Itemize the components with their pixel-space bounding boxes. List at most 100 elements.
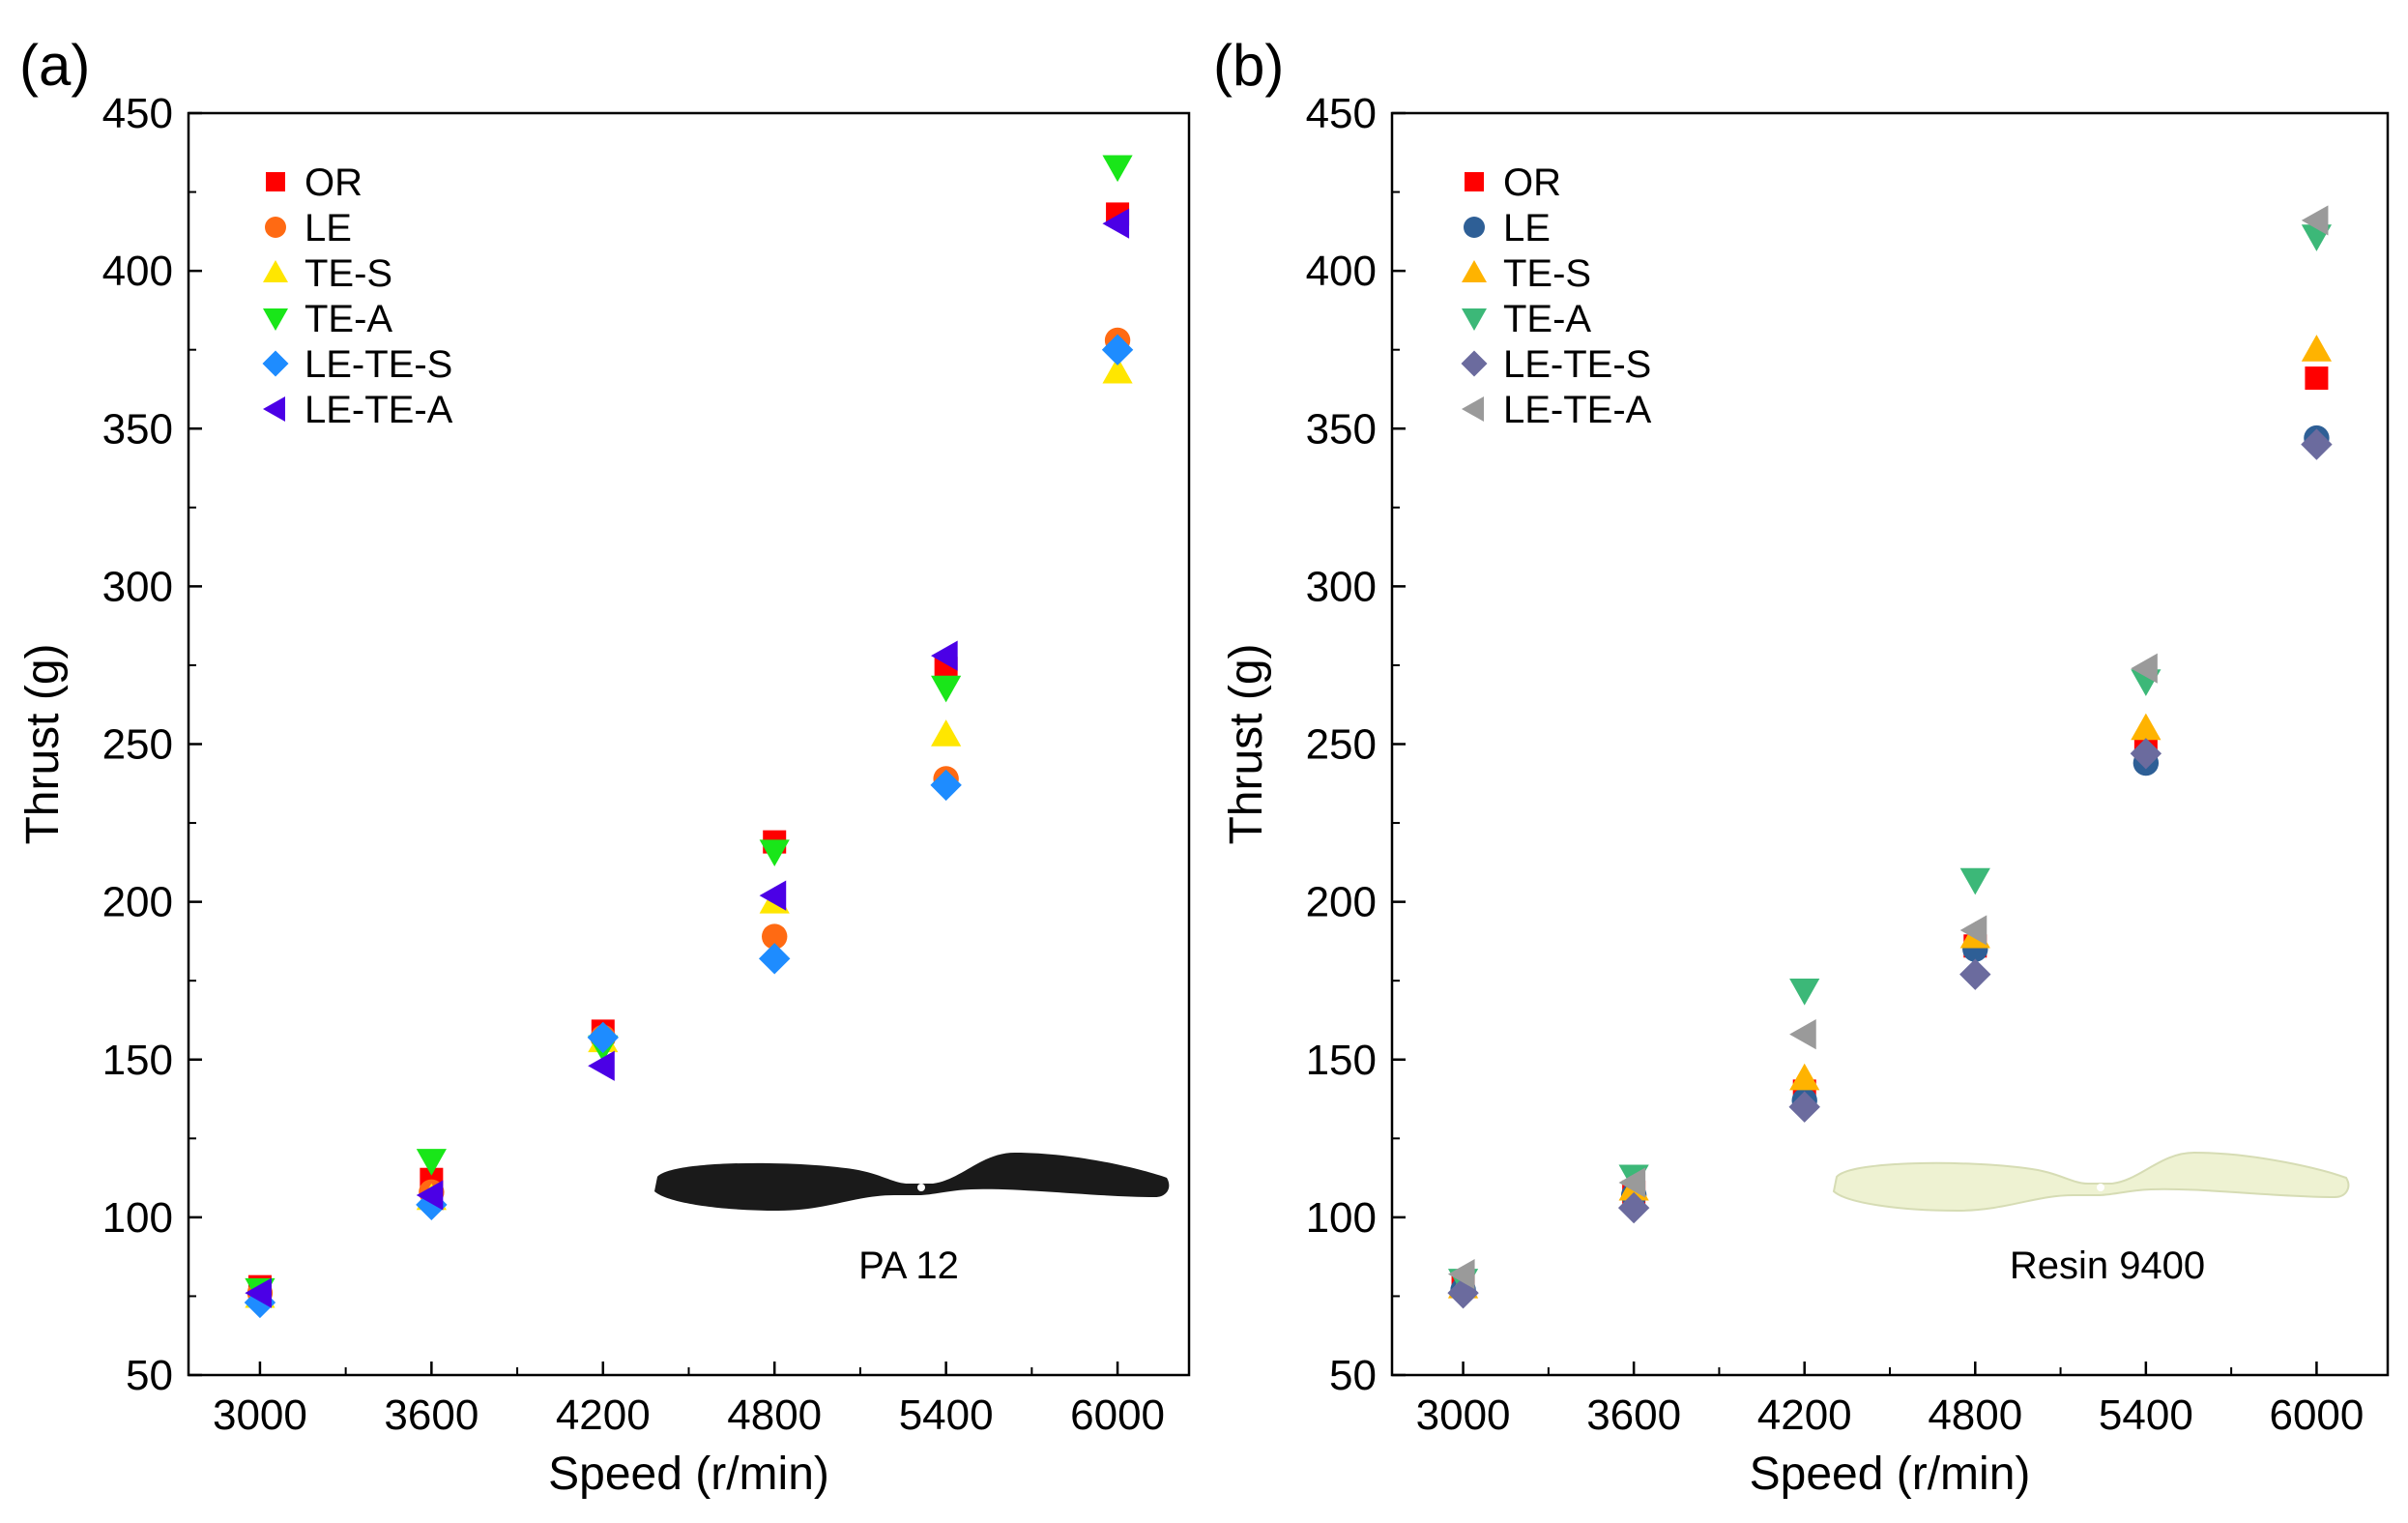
- y-tick-label: 50: [1329, 1352, 1377, 1399]
- x-tick-label: 4200: [1757, 1391, 1852, 1439]
- legend-label: LE-TE-A: [305, 389, 453, 431]
- x-tick-label: 5400: [2099, 1391, 2193, 1439]
- data-point: [2131, 653, 2158, 684]
- y-axis-label: Thrust (g): [17, 643, 69, 844]
- series-le-te-a: [1447, 205, 2329, 1290]
- data-point: [2301, 335, 2333, 362]
- legend-marker: [1462, 260, 1487, 282]
- y-tick-label: 250: [1306, 721, 1377, 769]
- data-point: [1447, 1259, 1475, 1290]
- panel-b: (b) 50 100 150 200 250 300 350 400 450 3000 3600 420…: [1213, 33, 2390, 1500]
- data-point: [1789, 1063, 1820, 1091]
- data-point: [1959, 915, 1987, 946]
- series-le-te-a: [245, 208, 1130, 1308]
- propeller-hub: [917, 1184, 925, 1191]
- y-tick-label: 300: [102, 563, 173, 610]
- legend-marker: [1462, 308, 1487, 331]
- data-point: [931, 675, 962, 703]
- data-point: [762, 923, 788, 950]
- x-tick-label: 5400: [899, 1391, 994, 1439]
- data-point: [1959, 867, 1990, 895]
- series-le-te-s: [1447, 428, 2333, 1309]
- x-tick-label: 4800: [727, 1391, 822, 1439]
- legend-marker: [266, 172, 285, 191]
- y-tick-label: 350: [1306, 405, 1377, 453]
- legend-label: TE-A: [1503, 298, 1591, 340]
- x-tick-label: 6000: [1070, 1391, 1165, 1439]
- x-axis-label: Speed (r/min): [548, 1449, 829, 1500]
- panel-letter: (b): [1213, 33, 1284, 98]
- material-label: Resin 9400: [2010, 1245, 2205, 1287]
- data-point: [1102, 356, 1133, 384]
- data-point: [1101, 334, 1134, 366]
- data-point: [1959, 958, 1991, 990]
- x-tick-label: 6000: [2269, 1391, 2364, 1439]
- legend-label: TE-A: [305, 298, 392, 340]
- data-point: [759, 839, 790, 867]
- y-tick-label: 150: [102, 1037, 173, 1084]
- legend-marker: [1465, 172, 1484, 191]
- legend-label: LE-TE-A: [1503, 389, 1652, 431]
- data-point: [1789, 978, 1820, 1006]
- legend-marker: [263, 308, 288, 331]
- y-tick-label: 350: [102, 405, 173, 453]
- x-axis-label: Speed (r/min): [1750, 1449, 2031, 1500]
- legend-marker: [265, 217, 286, 238]
- data-point: [759, 943, 791, 975]
- y-axis-label: Thrust (g): [1221, 643, 1272, 844]
- data-point: [931, 719, 962, 747]
- propeller-silhouette: [654, 1153, 1170, 1211]
- x-tick-label: 4800: [1928, 1391, 2022, 1439]
- y-tick-label: 100: [102, 1194, 173, 1242]
- data-point: [759, 880, 787, 911]
- y-tick-label: 200: [102, 879, 173, 926]
- legend-marker: [262, 350, 289, 377]
- material-label: PA 12: [858, 1245, 959, 1287]
- legend-label: TE-S: [1503, 252, 1591, 295]
- data-point: [1618, 1167, 1646, 1198]
- x-tick-label: 3000: [1416, 1391, 1511, 1439]
- propeller-image: [654, 1153, 1170, 1211]
- y-tick-label: 400: [102, 248, 173, 295]
- y-tick-label: 100: [1306, 1194, 1377, 1242]
- y-tick-label: 250: [102, 721, 173, 769]
- data-point: [245, 1277, 272, 1308]
- legend-label: LE-TE-S: [1503, 343, 1651, 386]
- data-point: [2131, 713, 2161, 741]
- y-tick-label: 450: [1306, 90, 1377, 137]
- data-point: [1789, 1019, 1816, 1050]
- y-tick-label: 50: [126, 1352, 173, 1399]
- data-point: [1617, 1191, 1650, 1224]
- legend-marker: [1462, 396, 1484, 422]
- panel-a: (a) 50 100 150 200 250 300 350 400 450 3000 3600 420…: [17, 33, 1191, 1500]
- legend-label: LE-TE-S: [305, 343, 452, 386]
- y-tick-label: 300: [1306, 563, 1377, 610]
- data-point: [416, 1180, 444, 1211]
- propeller-hub: [2097, 1184, 2104, 1191]
- y-tick-label: 150: [1306, 1037, 1377, 1084]
- data-point: [244, 1286, 276, 1319]
- data-point: [2130, 738, 2162, 770]
- y-tick-label: 450: [102, 90, 173, 137]
- data-point: [930, 769, 962, 802]
- legend-label: OR: [1503, 161, 1561, 204]
- propeller-silhouette: [1832, 1151, 2350, 1213]
- y-tick-label: 200: [1306, 879, 1377, 926]
- legend-label: LE: [305, 207, 352, 249]
- x-tick-label: 3600: [1586, 1391, 1681, 1439]
- data-point: [2301, 428, 2333, 460]
- legend-label: TE-S: [305, 252, 392, 295]
- panel-letter: (a): [19, 33, 90, 98]
- y-tick-label: 400: [1306, 248, 1377, 295]
- data-point: [1788, 1091, 1820, 1123]
- data-point: [1102, 155, 1133, 183]
- data-point: [588, 1050, 615, 1081]
- data-point: [2305, 366, 2329, 391]
- data-point: [2301, 205, 2329, 236]
- legend-marker: [263, 396, 285, 422]
- data-point: [587, 1021, 619, 1054]
- legend-label: OR: [305, 161, 363, 204]
